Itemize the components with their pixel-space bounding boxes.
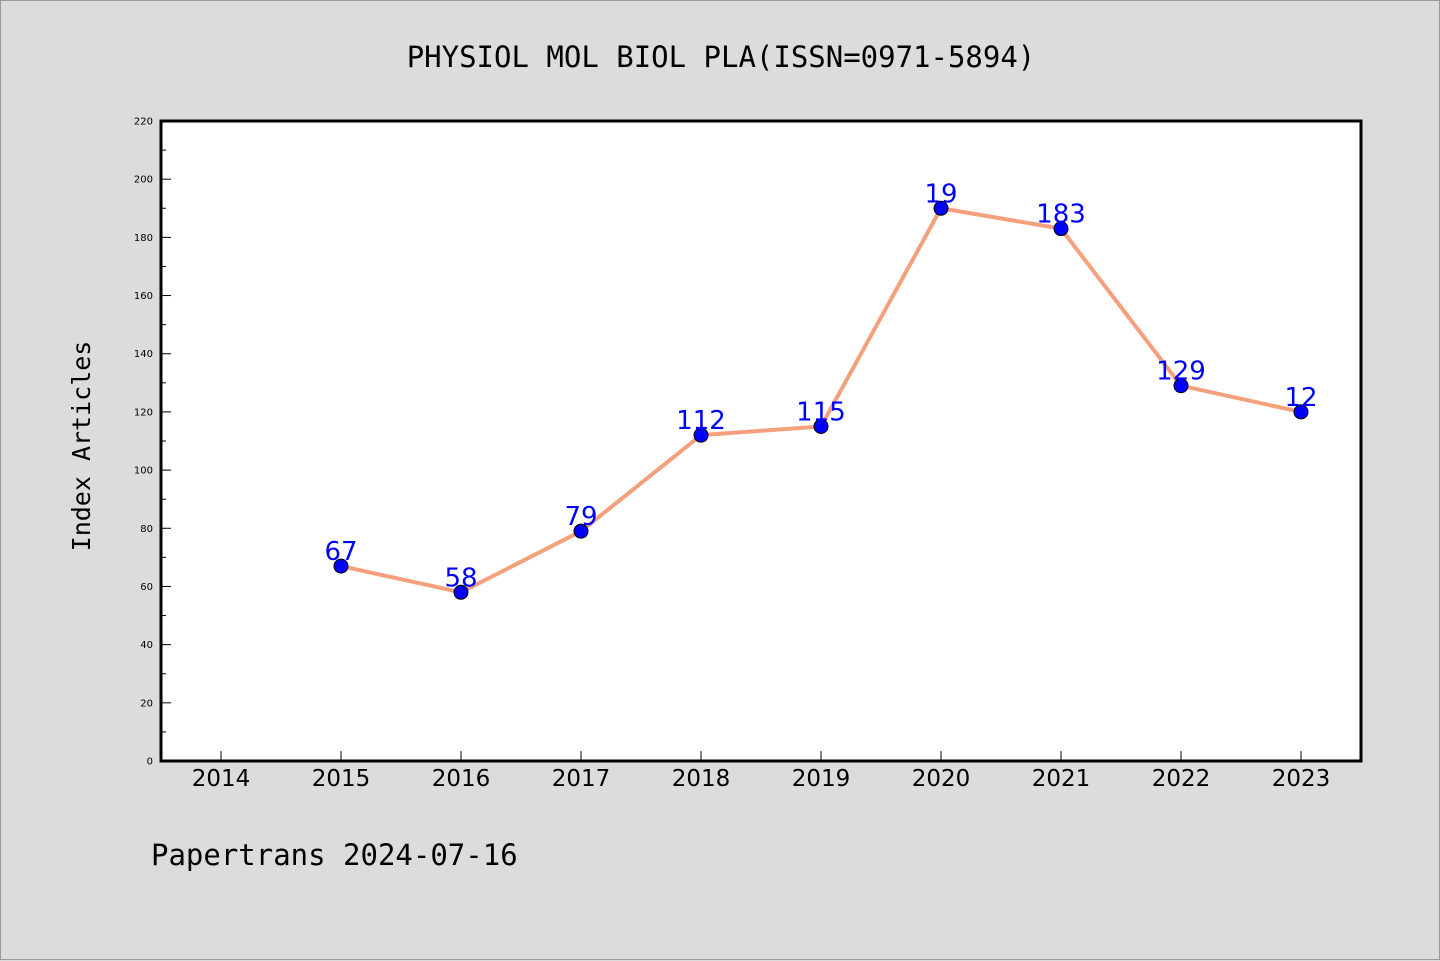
data-point — [453, 584, 469, 600]
y-axis-label: Index Articles — [67, 341, 96, 552]
data-label: 19 — [924, 179, 957, 209]
data-point — [1293, 404, 1309, 420]
y-tick-label: 100 — [134, 466, 153, 477]
data-label: 79 — [564, 502, 597, 532]
x-tick-label: 2014 — [192, 766, 251, 792]
data-point — [1053, 221, 1069, 237]
y-tick-label: 80 — [140, 524, 153, 535]
x-tick-label: 2017 — [552, 766, 611, 792]
footer-text: Papertrans 2024-07-16 — [151, 838, 518, 872]
x-tick-label: 2022 — [1152, 766, 1211, 792]
data-point — [1173, 378, 1189, 394]
data-label: 12 — [1284, 383, 1317, 413]
data-point — [693, 427, 709, 443]
y-tick-label: 160 — [134, 291, 153, 302]
series-layer: 67 58 79 112 115 19 183 129 12 — [324, 179, 1318, 600]
y-tick-label: 40 — [140, 640, 153, 651]
plot-area — [161, 121, 1361, 761]
x-tick-label: 2018 — [672, 766, 731, 792]
x-tick-label: 2015 — [312, 766, 371, 792]
data-label: 112 — [676, 406, 726, 436]
plot-border — [159, 119, 1363, 763]
y-tick-label: 220 — [134, 117, 153, 128]
y-tick-label: 60 — [140, 582, 153, 593]
y-tick-label: 0 — [147, 757, 153, 768]
data-label: 67 — [324, 537, 357, 567]
data-label: 115 — [796, 397, 846, 427]
x-axis-ticks: 2014 2015 2016 2017 2018 2019 2020 2021 2022 2023 — [192, 751, 1331, 792]
data-label: 129 — [1156, 357, 1206, 387]
y-tick-label: 140 — [134, 349, 153, 360]
data-point — [813, 418, 829, 434]
data-point — [333, 558, 349, 574]
x-tick-label: 2021 — [1032, 766, 1091, 792]
data-label: 183 — [1036, 200, 1086, 230]
y-tick-label: 20 — [140, 698, 153, 709]
x-tick-label: 2023 — [1272, 766, 1331, 792]
y-tick-label: 200 — [134, 175, 153, 186]
y-tick-label: 120 — [134, 407, 153, 418]
y-axis-ticks: 0 20 40 60 80 100 120 140 160 180 200 220 — [134, 117, 171, 768]
x-tick-label: 2019 — [792, 766, 851, 792]
data-label: 58 — [444, 563, 477, 593]
data-point — [933, 200, 949, 216]
data-point — [573, 523, 589, 539]
chart-title: PHYSIOL MOL BIOL PLA(ISSN=0971-5894) — [407, 40, 1036, 74]
y-tick-label: 180 — [134, 233, 153, 244]
x-tick-label: 2020 — [912, 766, 971, 792]
x-tick-label: 2016 — [432, 766, 491, 792]
